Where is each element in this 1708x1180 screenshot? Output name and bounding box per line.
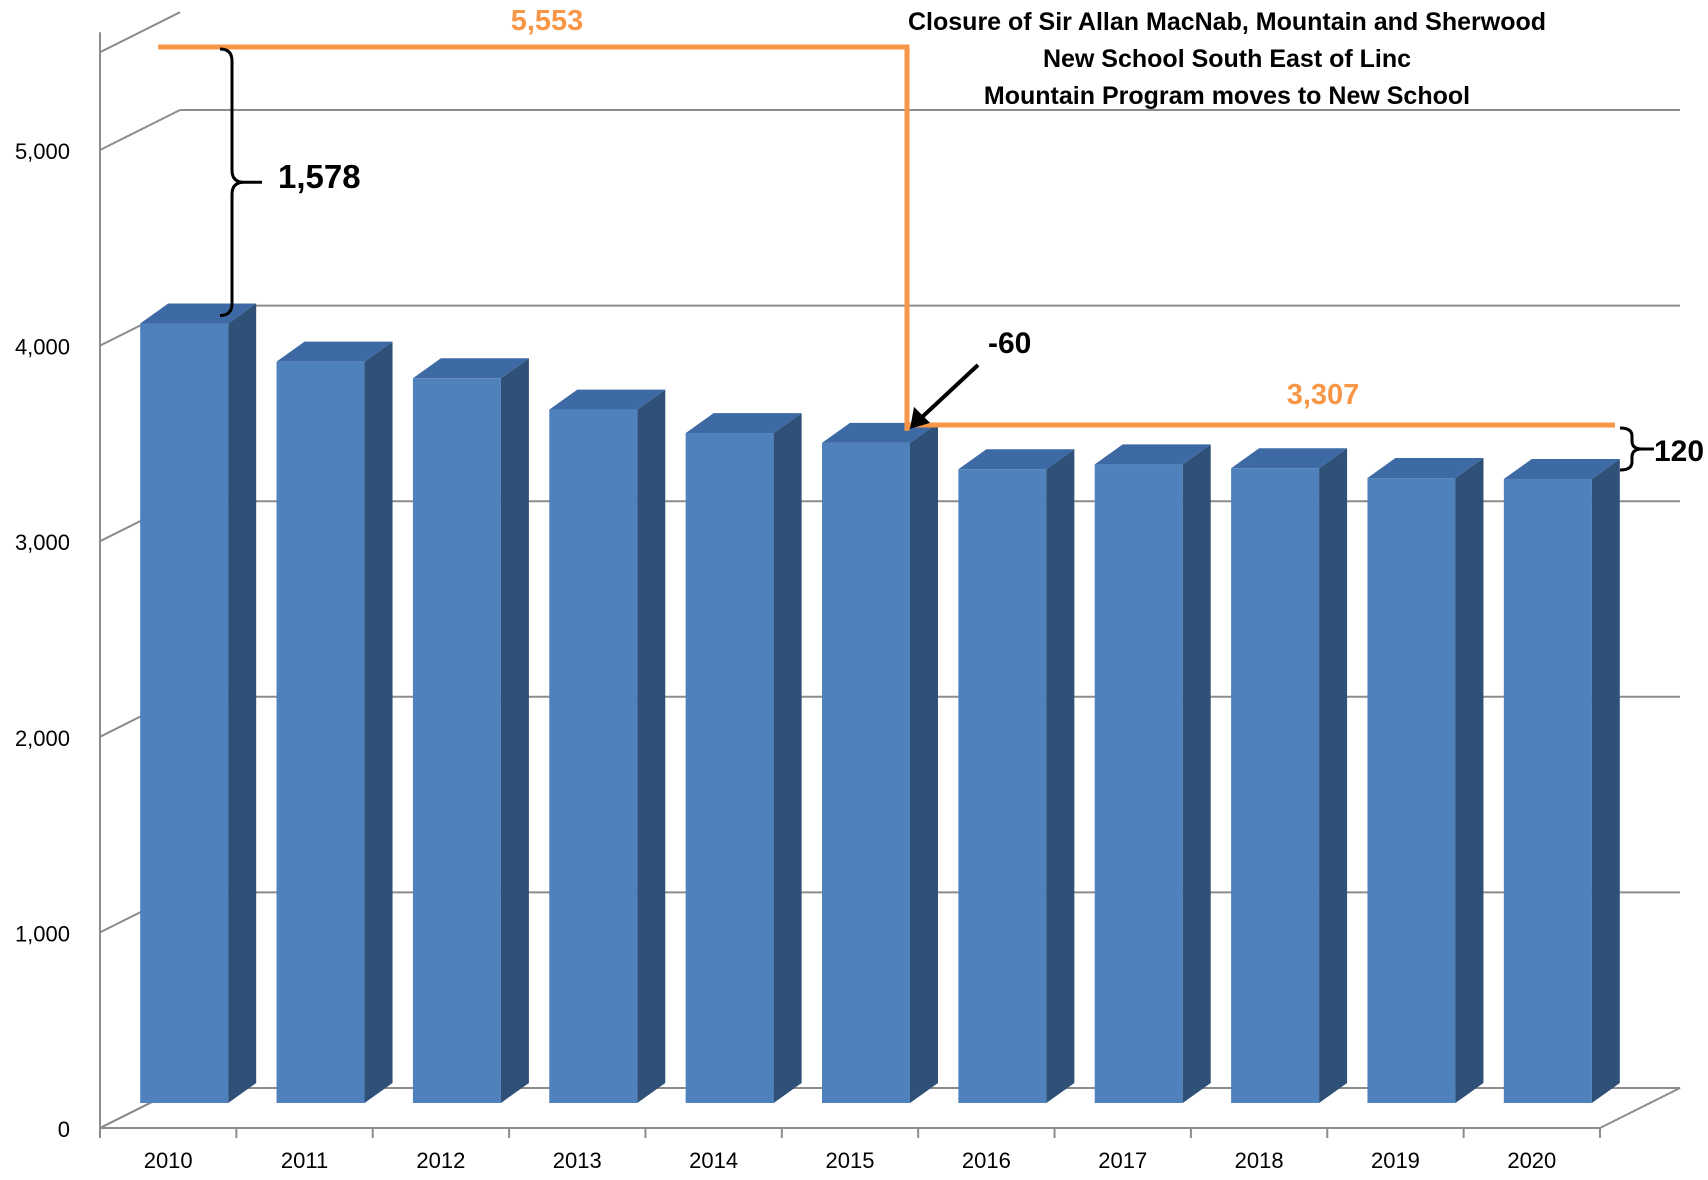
change-arrow-head [910,406,930,429]
x-tick-label: 2012 [416,1148,465,1173]
x-tick-label: 2016 [962,1148,1011,1173]
bar-side [773,413,802,1103]
bar-front [1231,468,1320,1103]
gridline-depth [99,11,181,54]
x-tick-label: 2013 [553,1148,602,1173]
bar [549,389,666,1103]
y-tick-label: 2,000 [15,726,70,751]
bar-top [412,358,529,379]
bar-top [1094,444,1211,465]
change-label: -60 [988,327,1031,360]
gap-brace-after [1619,426,1643,472]
bar [1094,444,1211,1104]
bar-top [1231,448,1348,469]
bar [1231,448,1348,1103]
bar-top [1503,459,1620,480]
bar-side [1319,448,1348,1103]
capacity-line-before [158,44,910,431]
capacity-label-before: 5,553 [511,5,584,37]
bar [958,449,1075,1104]
bar-top [140,303,257,324]
bar [412,358,529,1103]
bar-side [637,389,666,1103]
y-tick-label: 5,000 [15,139,70,164]
x-tick-label: 2017 [1098,1148,1147,1173]
bar-top [1367,458,1484,479]
x-tick-label: 2014 [689,1148,738,1173]
gridline-depth [99,109,181,151]
bar-side [910,422,938,1104]
bar-side [500,358,529,1103]
x-tick-label: 2020 [1507,1148,1556,1173]
bar [822,422,938,1104]
bar [1503,459,1620,1103]
chart-title-line-3: Mountain Program moves to New School [983,82,1471,110]
change-arrow [916,363,980,423]
bar-top [276,341,393,362]
gap-brace-before [219,47,245,318]
x-tick-label: 2011 [281,1148,328,1173]
bar-side [364,341,393,1103]
bar [685,413,802,1103]
bar-side [1455,458,1484,1104]
x-tick-label: 2010 [144,1148,193,1173]
bar-front [822,442,910,1104]
bar-front [1094,464,1183,1104]
y-tick-label: 0 [58,1117,70,1142]
bar-side [1182,444,1211,1104]
bar-front [276,361,365,1103]
y-tick-label: 3,000 [15,530,70,555]
bar [1367,458,1484,1104]
bar-top [958,449,1075,470]
x-tick-label: 2018 [1235,1148,1284,1173]
y-tick-label: 4,000 [15,335,70,360]
bar-side [1046,449,1075,1104]
y-tick-label: 1,000 [15,921,70,946]
chart-title-line-2: New School South East of Linc [1042,45,1412,73]
chart-title-line-1: Closure of Sir Allan MacNab, Mountain an… [907,8,1547,36]
bar-front [958,469,1047,1104]
x-tick-label: 2019 [1371,1148,1420,1173]
bar-front [549,409,638,1103]
bar-front [1367,478,1456,1104]
bar [276,341,393,1103]
bar-front [412,378,501,1103]
bar-side [1591,459,1620,1103]
bar-side [228,303,257,1103]
bar-front [1503,479,1592,1103]
bar [140,303,257,1103]
gap-label-after: 120 [1654,435,1704,468]
bar-front [685,433,774,1103]
bar-top [549,389,666,410]
bar-top [685,413,802,434]
bar-front [140,323,229,1103]
capacity-label-after: 3,307 [1287,379,1360,411]
x-tick-label: 2015 [826,1148,875,1173]
gap-label-before: 1,578 [278,158,361,195]
